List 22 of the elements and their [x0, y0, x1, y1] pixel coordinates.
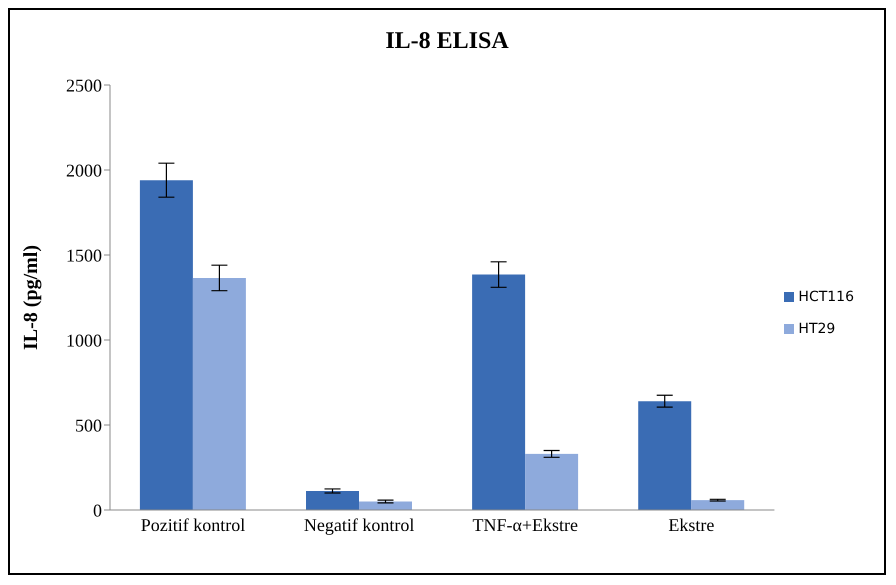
- bar: [192, 278, 246, 510]
- y-tick-label: 0: [93, 500, 102, 520]
- x-tick-label: TNF-α+Ekstre: [472, 514, 578, 535]
- x-tick-label: Ekstre: [668, 514, 714, 535]
- legend-label: HT29: [798, 320, 836, 336]
- legend-label: HCT116: [798, 288, 854, 304]
- bar: [306, 490, 360, 510]
- bar: [472, 274, 526, 510]
- bar: [638, 401, 692, 510]
- chart-title: IL-8 ELISA: [384, 28, 510, 55]
- y-axis-title: IL-8 (pg/ml): [20, 245, 42, 350]
- y-tick-label: 500: [75, 415, 102, 436]
- x-tick-label: Negatif kontrol: [304, 514, 414, 535]
- bar: [359, 502, 412, 510]
- bar: [691, 500, 744, 510]
- y-tick-label: 2000: [66, 160, 102, 180]
- x-tick-label: Pozitif kontrol: [140, 514, 246, 535]
- y-tick-label: 1000: [66, 330, 102, 350]
- bar: [525, 454, 578, 510]
- bar: [140, 180, 193, 510]
- y-tick-label: 2500: [66, 75, 102, 96]
- y-tick-label: 1500: [66, 245, 102, 266]
